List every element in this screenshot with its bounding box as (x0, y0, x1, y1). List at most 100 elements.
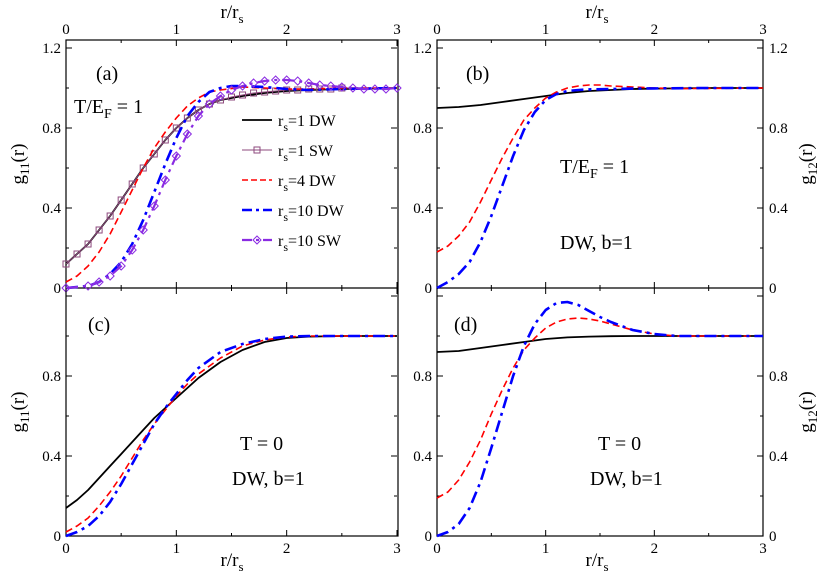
data-point (381, 84, 391, 94)
y-tick-label: 0.8 (769, 369, 788, 385)
legend-label: rs=1 SW (278, 143, 334, 164)
legend-marker (253, 146, 261, 154)
x-label-sub: s (238, 11, 243, 26)
y-tick-label: 0.4 (42, 449, 61, 465)
data-point (194, 106, 202, 114)
y-tick-label: 1.2 (769, 41, 788, 57)
data-point (204, 99, 215, 109)
series-line (436, 300, 763, 538)
data-point (348, 83, 358, 93)
series-line (65, 335, 397, 533)
x-tick-label: 1 (542, 541, 550, 557)
x-tick-label: 3 (393, 22, 401, 38)
panel-annotation-2: DW, b=1 (590, 468, 663, 490)
panel-tag: (d) (454, 314, 477, 336)
x-axis-label: r/rs (221, 2, 244, 26)
x-tick-label: 3 (759, 541, 767, 557)
data-point (83, 281, 93, 291)
x-tick-label: 2 (651, 541, 659, 557)
y-tick-label: 0.4 (413, 449, 432, 465)
data-point (62, 260, 70, 268)
data-point (359, 84, 369, 94)
x-tick-label: 1 (173, 22, 181, 38)
annotation-tail: = 1 (112, 96, 143, 118)
data-point (105, 271, 115, 281)
data-point (270, 75, 281, 85)
x-tick-label: 0 (433, 22, 441, 38)
legend-post: =1 DW (288, 113, 337, 130)
y-tick-label: 0.8 (769, 121, 788, 137)
legend-post: =10 DW (288, 203, 345, 220)
data-point (73, 250, 81, 258)
series-line (65, 84, 398, 290)
y-tick-label: 1.2 (413, 41, 432, 57)
annotation-sub: F (590, 167, 598, 182)
data-point (337, 82, 347, 92)
y-label-sub: 11 (17, 410, 32, 423)
x-label-sub: s (238, 559, 243, 574)
x-tick-label: 2 (283, 541, 291, 557)
legend-sub: s (283, 120, 288, 134)
y-axis-label: g12(r) (796, 391, 820, 432)
x-tick-label: 0 (62, 22, 70, 38)
data-point (237, 81, 248, 91)
legend-label: rs=1 DW (278, 113, 337, 134)
legend-sub: s (283, 180, 288, 194)
series-line (436, 87, 763, 109)
panel-annotation: T/EF = 1 (560, 156, 629, 182)
data-point (171, 151, 182, 161)
x-label-main: r/r (586, 2, 605, 23)
series-line (65, 334, 397, 538)
data-point (106, 212, 114, 220)
y-tick-label: 0 (769, 281, 777, 297)
legend-marker (252, 235, 262, 245)
y-tick-label: 0.4 (769, 449, 788, 465)
x-tick-label: 2 (283, 22, 291, 38)
data-point (95, 226, 103, 234)
y-tick-label: 0.4 (413, 201, 432, 217)
y-label-tail: (r) (8, 391, 29, 410)
y-tick-label: 0.8 (413, 121, 432, 137)
x-tick-label: 2 (651, 22, 659, 38)
data-point (326, 81, 336, 91)
y-label-tail: (r) (796, 143, 817, 162)
data-point (392, 83, 402, 93)
legend-sub: s (283, 150, 288, 164)
annotation-tail: = 1 (598, 156, 629, 178)
data-point (250, 89, 258, 97)
y-axis-label: g11(r) (8, 391, 32, 432)
data-point (292, 76, 303, 86)
y-tick-label: 0.4 (42, 201, 61, 217)
panel-tag: (c) (88, 314, 110, 336)
data-point (139, 164, 147, 172)
x-tick-label: 0 (62, 541, 70, 557)
panel-annotation: T = 0 (240, 433, 283, 455)
y-tick-label: 0.4 (769, 201, 788, 217)
x-label-main: r/r (586, 550, 605, 571)
data-point (138, 225, 148, 235)
data-point (261, 88, 269, 96)
y-tick-label: 0 (425, 281, 433, 297)
annotation-main: T/E (74, 96, 104, 118)
y-label-tail: (r) (8, 143, 29, 162)
data-point (161, 136, 169, 144)
legend-post: =1 SW (288, 143, 334, 160)
y-tick-label: 0 (769, 529, 777, 545)
x-label-sub: s (603, 559, 608, 574)
y-label-sub: 11 (17, 162, 32, 175)
data-point (205, 100, 213, 108)
x-label-sub: s (603, 11, 608, 26)
legend-pre: r (278, 173, 284, 190)
data-point (182, 129, 193, 139)
x-tick-label: 3 (759, 22, 767, 38)
y-label-sub: 12 (805, 162, 820, 175)
legend-label: rs=10 SW (278, 233, 342, 254)
x-tick-label: 0 (433, 541, 441, 557)
data-point (117, 196, 125, 204)
y-label-main: g (796, 423, 817, 433)
series-line (436, 317, 763, 499)
x-tick-label: 1 (542, 22, 550, 38)
x-axis-label: r/rs (586, 2, 609, 26)
